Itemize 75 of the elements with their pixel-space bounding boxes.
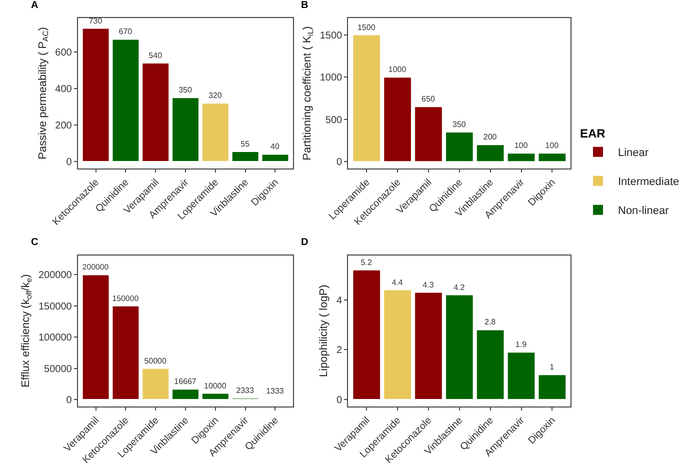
data-label: 50000	[144, 356, 168, 366]
data-label: 200000	[82, 262, 110, 272]
y-tick-label: 600	[55, 48, 72, 58]
y-tick-label: 0	[336, 157, 343, 168]
data-label: 100	[514, 141, 528, 150]
bar	[506, 352, 536, 400]
y-tick-label: 1000	[320, 72, 343, 84]
bar	[414, 292, 443, 400]
bar	[476, 329, 505, 400]
bar	[506, 152, 536, 162]
y-tick-label: 0	[336, 395, 343, 406]
y-tick-label: 500	[325, 114, 343, 126]
y-tick-label: 200000	[38, 270, 72, 282]
data-label: 320	[208, 91, 222, 100]
bar	[538, 374, 567, 400]
y-tick-label: 150000	[38, 301, 72, 312]
bar	[142, 62, 170, 162]
bar	[201, 392, 230, 400]
chart-title: B	[301, 0, 308, 11]
y-axis-title: Lipophilicity ( logP)	[318, 284, 330, 377]
data-label: 200	[483, 132, 498, 142]
data-label: 2.8	[484, 318, 496, 327]
bar	[383, 289, 412, 400]
data-label: 670	[118, 27, 133, 36]
y-tick-label: 0	[66, 395, 72, 406]
bar	[352, 269, 382, 400]
bar	[444, 132, 474, 162]
data-label: 1500	[357, 22, 376, 32]
legend-label: Intermediate	[618, 176, 680, 188]
bar	[383, 76, 412, 162]
legend-label: Non-linear	[618, 205, 670, 218]
y-tick-label: 4	[336, 295, 343, 306]
data-label: 55	[240, 139, 250, 148]
y-tick-label: 1500	[320, 30, 343, 42]
data-label: 5.2	[360, 258, 372, 267]
data-label: 16667	[174, 377, 197, 386]
data-label: 1000	[388, 65, 407, 74]
data-label: 650	[422, 94, 436, 104]
chart-title: A	[31, 0, 38, 11]
chart-title: D	[301, 237, 308, 248]
bar	[201, 102, 230, 162]
bar	[172, 97, 200, 162]
data-label: 100	[545, 141, 560, 150]
data-label: 1	[550, 362, 555, 372]
bar	[476, 144, 505, 162]
y-tick-label: 50000	[44, 364, 72, 375]
chart-title: C	[31, 237, 38, 248]
bar	[538, 152, 567, 162]
legend-title: EAR	[580, 126, 606, 140]
data-label: 350	[178, 86, 192, 95]
y-tick-label: 200	[55, 120, 72, 132]
bar	[261, 154, 290, 162]
data-label: 540	[148, 50, 163, 60]
legend-label: Linear	[618, 147, 649, 160]
data-label: 150000	[112, 294, 140, 303]
y-tick-label: 400	[55, 84, 72, 96]
data-label: 2333	[236, 386, 255, 396]
bar	[142, 368, 170, 400]
bar	[172, 388, 200, 400]
bar	[352, 34, 382, 162]
data-label: 4.3	[422, 280, 434, 290]
data-label: 1333	[266, 386, 284, 396]
data-label: 40	[270, 142, 280, 152]
bar	[414, 106, 443, 162]
data-label: 350	[452, 120, 466, 129]
data-label: 1.9	[515, 340, 528, 350]
bar	[231, 150, 260, 162]
data-label: 730	[88, 16, 103, 26]
bar	[444, 294, 474, 400]
y-tick-label: 0	[66, 157, 72, 168]
data-label: 4.4	[392, 278, 404, 287]
data-label: 4.2	[454, 282, 466, 292]
data-label: 10000	[204, 381, 227, 390]
y-tick-label: 2	[336, 345, 343, 356]
y-tick-label: 100000	[38, 332, 72, 344]
